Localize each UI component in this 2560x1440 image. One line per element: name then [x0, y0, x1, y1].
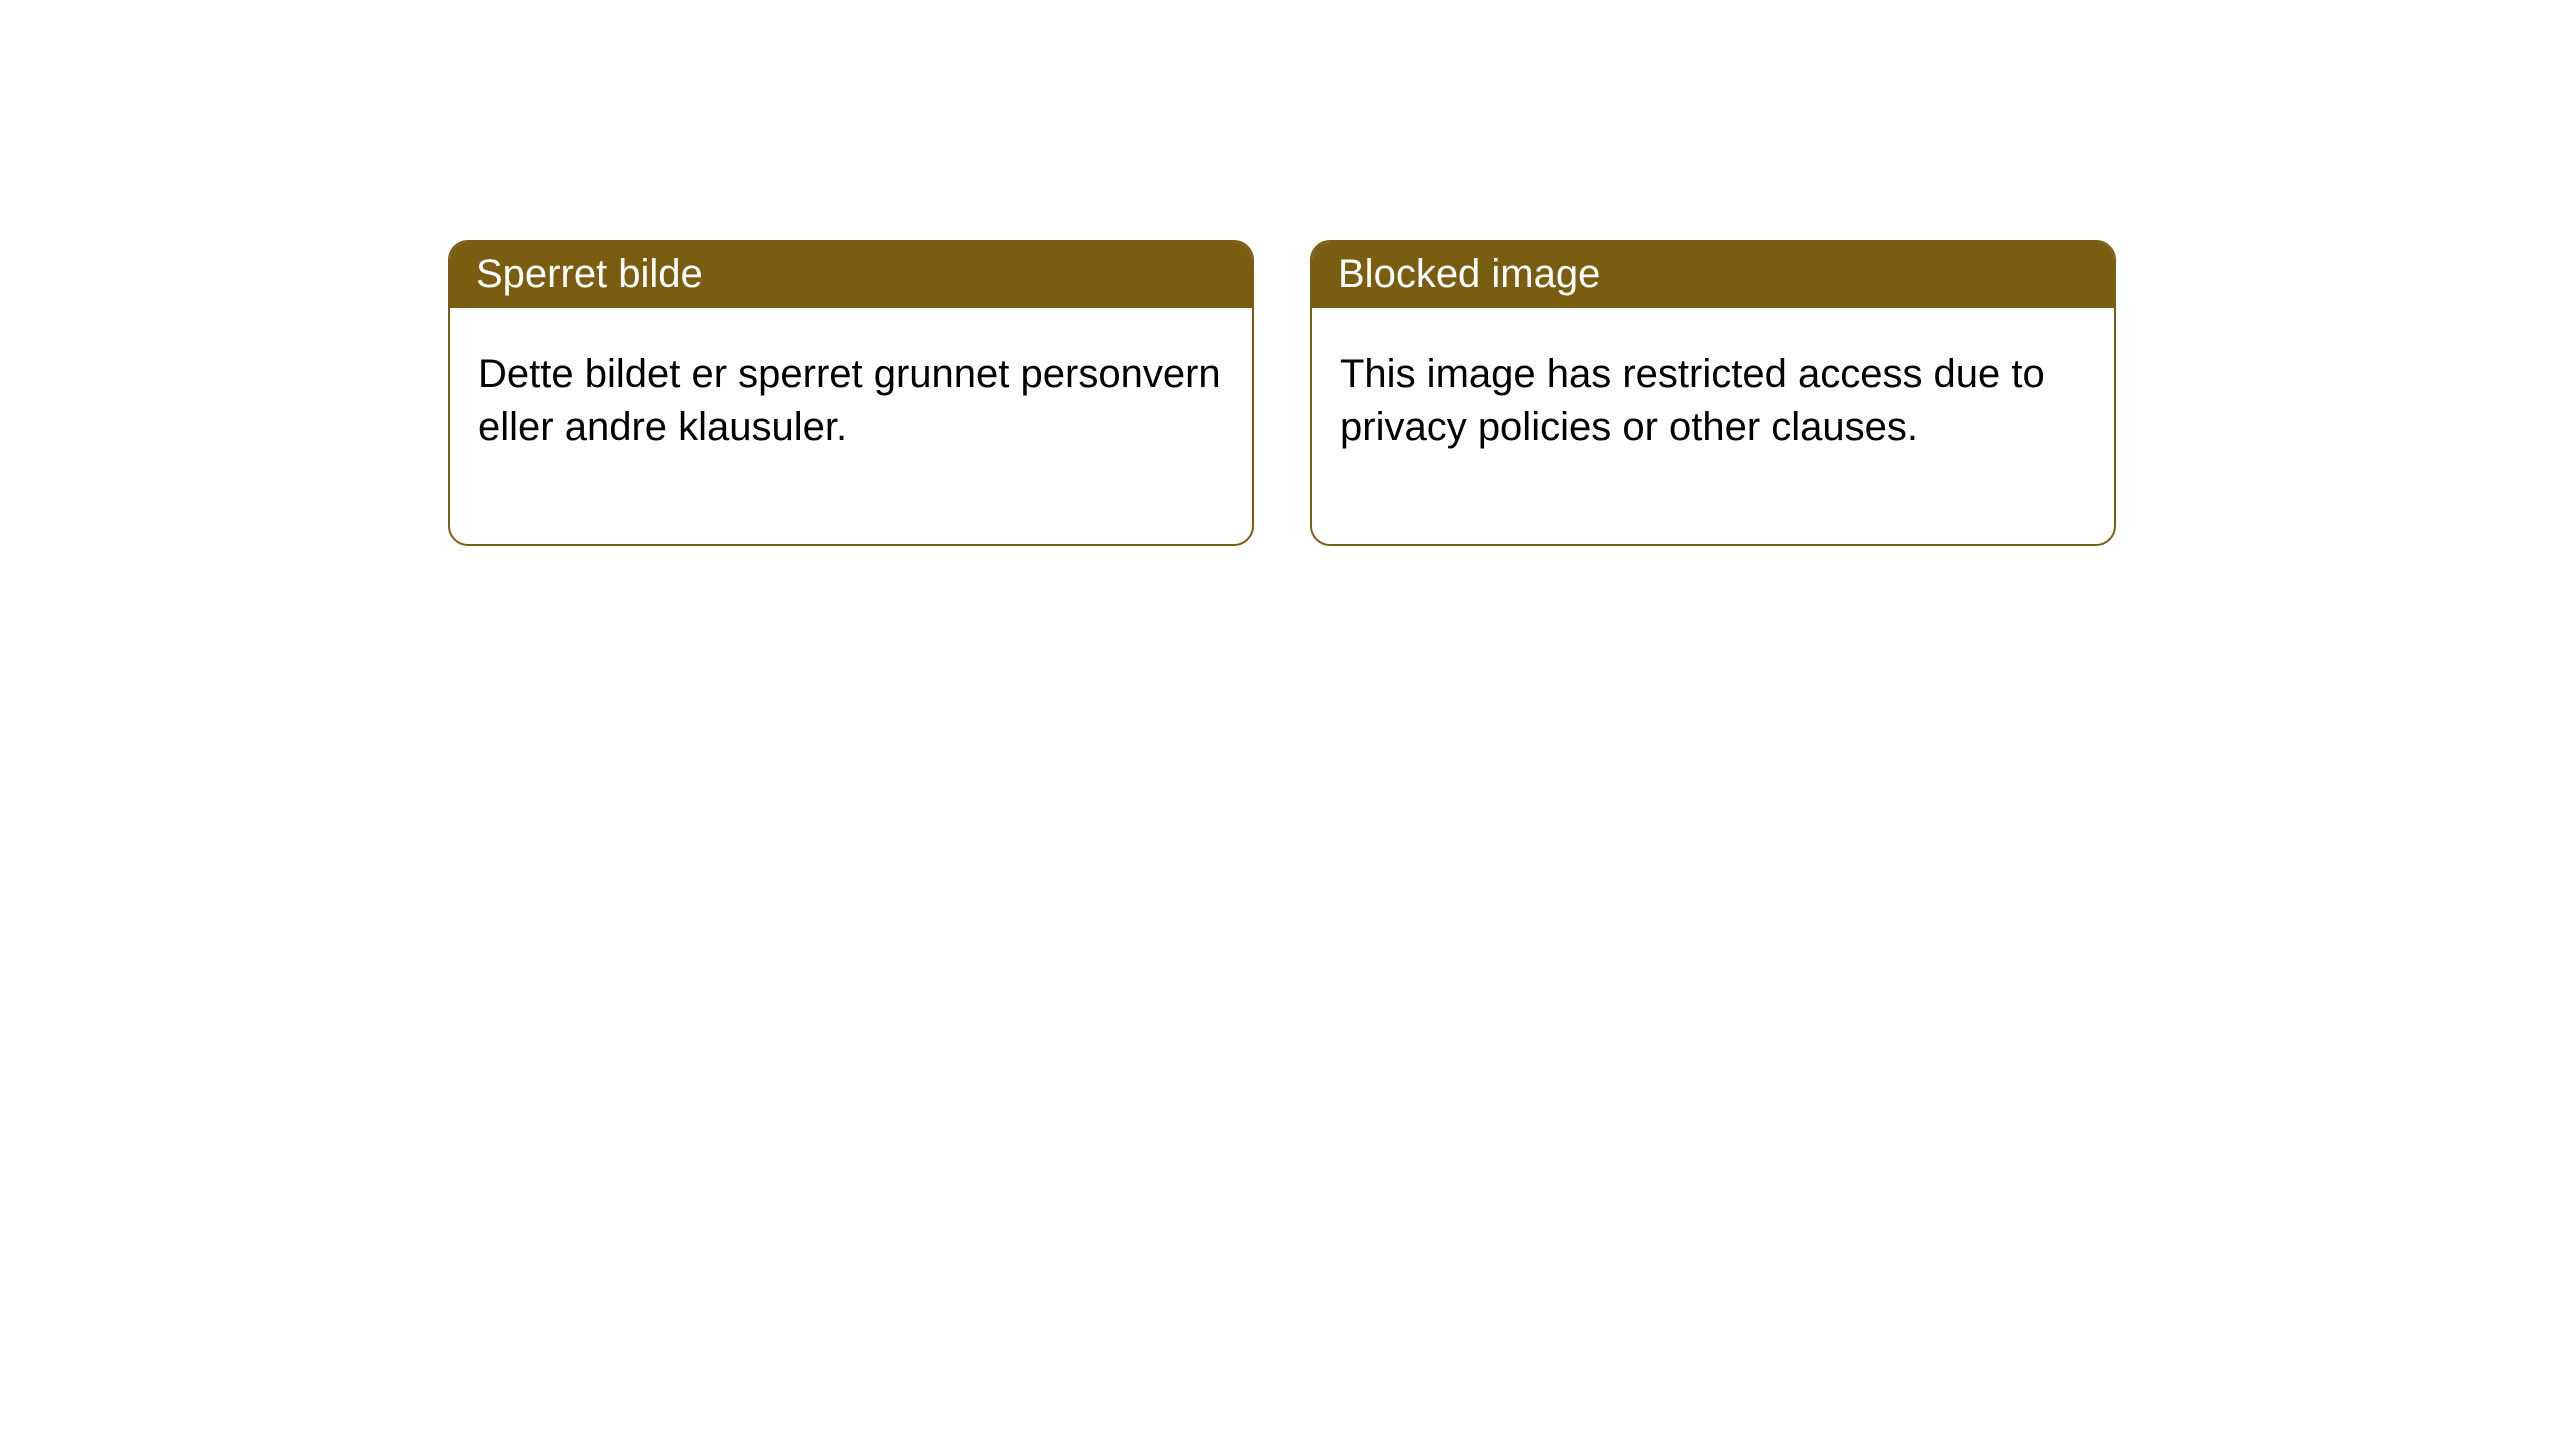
blocked-image-card-english: Blocked image This image has restricted …: [1310, 240, 2116, 546]
card-body-norwegian: Dette bildet er sperret grunnet personve…: [450, 308, 1252, 544]
blocked-image-card-norwegian: Sperret bilde Dette bildet er sperret gr…: [448, 240, 1254, 546]
card-body-text-english: This image has restricted access due to …: [1340, 352, 2045, 449]
card-header-norwegian: Sperret bilde: [450, 242, 1252, 308]
card-title-english: Blocked image: [1338, 252, 1600, 296]
notice-container: Sperret bilde Dette bildet er sperret gr…: [0, 0, 2560, 546]
card-header-english: Blocked image: [1312, 242, 2114, 308]
card-body-english: This image has restricted access due to …: [1312, 308, 2114, 544]
card-title-norwegian: Sperret bilde: [476, 252, 703, 296]
card-body-text-norwegian: Dette bildet er sperret grunnet personve…: [478, 352, 1221, 449]
